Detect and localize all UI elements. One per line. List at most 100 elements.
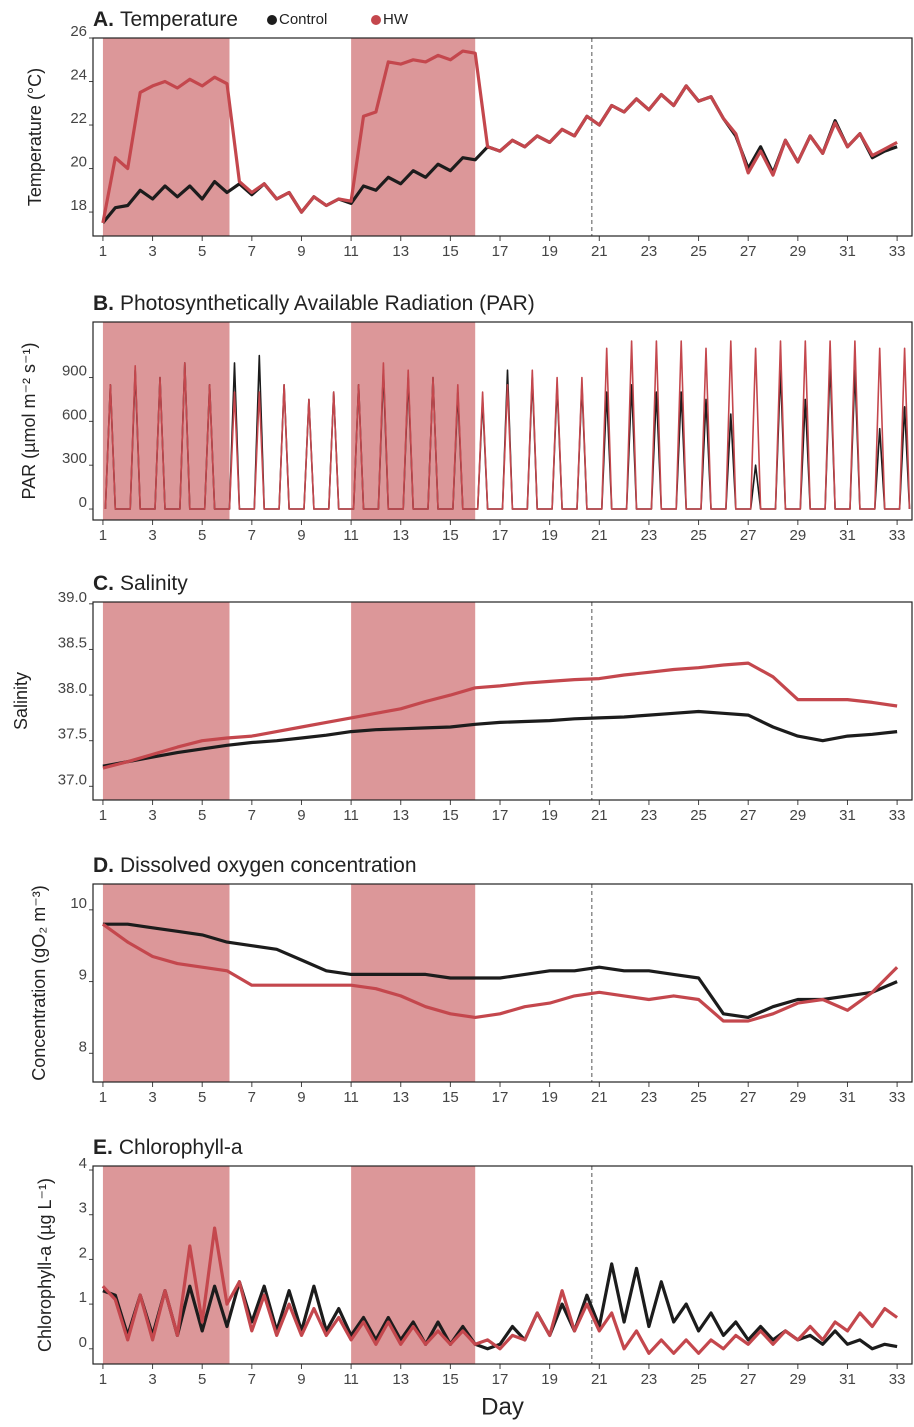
x-tick-label: 11	[343, 243, 359, 260]
legend-marker	[267, 15, 277, 25]
panel-title: A. Temperature	[93, 8, 238, 31]
x-tick-label: 3	[148, 1371, 156, 1388]
y-axis-label: Chlorophyll-a (µg L⁻¹)	[35, 1178, 55, 1352]
panel: A. Temperature Temperature (°C) 18 20 22 24 26 1…	[25, 8, 913, 260]
x-tick-label: 27	[740, 1371, 757, 1388]
panel-label: E.	[93, 1136, 113, 1159]
x-tick-label: 27	[740, 1089, 757, 1106]
x-tick-label: 21	[591, 1371, 608, 1388]
x-tick-label: 29	[789, 527, 806, 544]
x-tick-label: 15	[442, 527, 459, 544]
x-tick-label: 29	[789, 1371, 806, 1388]
x-tick-label: 21	[591, 1089, 608, 1106]
x-tick-label: 5	[198, 1089, 206, 1106]
x-tick-label: 7	[248, 243, 256, 260]
x-tick-label: 23	[641, 1371, 658, 1388]
y-axis-label: Temperature (°C)	[25, 68, 45, 206]
y-tick-label: 39.0	[58, 589, 87, 606]
panel-title-text: Salinity	[120, 572, 188, 595]
y-tick-label: 38.0	[58, 680, 87, 697]
y-tick-label: 26	[70, 23, 87, 40]
x-tick-label: 7	[248, 527, 256, 544]
series-line	[101, 922, 899, 1023]
heatwave-band	[102, 884, 230, 1082]
x-tick-label: 11	[343, 807, 359, 824]
panel-title: B. Photosynthetically Available Radiation…	[93, 292, 535, 315]
series-line	[104, 340, 911, 510]
panel-label: C.	[93, 572, 114, 595]
x-tick-label: 19	[541, 527, 558, 544]
x-tick-label: 23	[641, 527, 658, 544]
heatwave-band	[351, 38, 476, 236]
y-tick-label: 900	[62, 362, 87, 379]
panel-label: A.	[93, 8, 114, 31]
x-tick-label: 9	[297, 527, 305, 544]
series-line	[102, 661, 898, 770]
series-line	[102, 1262, 898, 1351]
x-tick-label: 3	[148, 527, 156, 544]
panel-title-text: Dissolved oxygen concentration	[120, 854, 417, 877]
x-tick-label: 9	[297, 807, 305, 824]
x-tick-label: 15	[442, 1371, 459, 1388]
x-tick-label: 25	[690, 1089, 707, 1106]
x-tick-label: 29	[789, 1089, 806, 1106]
x-tick-label: 3	[148, 243, 156, 260]
y-tick-label: 1	[79, 1289, 87, 1306]
x-tick-label: 17	[492, 527, 509, 544]
panel-label: D.	[93, 854, 114, 877]
y-tick-label: 18	[70, 197, 87, 214]
panel-title-text: Chlorophyll-a	[119, 1136, 243, 1159]
panel-title: C. Salinity	[93, 572, 188, 595]
x-tick-label: 33	[889, 1089, 906, 1106]
x-tick-label: 17	[492, 243, 509, 260]
panel-title: E. Chlorophyll-a	[93, 1136, 243, 1159]
x-tick-label: 11	[343, 1089, 359, 1106]
x-tick-label: 15	[442, 807, 459, 824]
x-tick-label: 31	[839, 807, 856, 824]
y-tick-label: 38.5	[58, 634, 87, 651]
y-tick-label: 600	[62, 406, 87, 423]
y-tick-label: 0	[79, 494, 87, 511]
x-tick-label: 1	[99, 243, 107, 260]
x-tick-label: 13	[392, 243, 409, 260]
x-tick-label: 1	[99, 807, 107, 824]
plot-frame	[92, 321, 913, 521]
legend-label: HW	[383, 11, 409, 28]
x-tick-label: 31	[839, 527, 856, 544]
y-tick-label: 8	[79, 1038, 87, 1055]
panel: B. Photosynthetically Available Radiation…	[19, 292, 913, 544]
x-tick-label: 27	[740, 807, 757, 824]
x-tick-label: 11	[343, 1371, 359, 1388]
x-tick-label: 33	[889, 1371, 906, 1388]
x-tick-label: 13	[392, 1089, 409, 1106]
legend-marker	[371, 15, 381, 25]
y-axis-label: Salinity	[11, 672, 31, 730]
x-tick-label: 15	[442, 243, 459, 260]
x-tick-label: 25	[690, 243, 707, 260]
x-tick-label: 23	[641, 807, 658, 824]
x-tick-label: 25	[690, 1371, 707, 1388]
x-tick-label: 1	[99, 527, 107, 544]
y-tick-label: 300	[62, 450, 87, 467]
y-axis-label: Concentration (gO₂ m⁻³)	[29, 885, 49, 1081]
x-tick-label: 11	[343, 527, 359, 544]
x-tick-label: 9	[297, 1089, 305, 1106]
plot-frame	[92, 883, 913, 1083]
heatwave-band	[102, 38, 230, 236]
x-tick-label: 13	[392, 1371, 409, 1388]
x-tick-label: 29	[789, 243, 806, 260]
x-tick-label: 31	[839, 1089, 856, 1106]
x-tick-label: 17	[492, 1371, 509, 1388]
heatwave-band	[351, 602, 476, 800]
x-tick-label: 3	[148, 807, 156, 824]
x-tick-label: 19	[541, 807, 558, 824]
x-tick-label: 7	[248, 807, 256, 824]
x-tick-label: 27	[740, 527, 757, 544]
x-tick-label: 25	[690, 527, 707, 544]
x-tick-label: 1	[99, 1089, 107, 1106]
panel-title-text: Photosynthetically Available Radiation (…	[120, 292, 535, 315]
y-tick-label: 4	[79, 1155, 87, 1172]
panel: E. Chlorophyll-a Chlorophyll-a (µg L⁻¹) Day…	[35, 1136, 913, 1420]
y-tick-label: 2	[79, 1244, 87, 1261]
plot-frame	[92, 37, 913, 237]
